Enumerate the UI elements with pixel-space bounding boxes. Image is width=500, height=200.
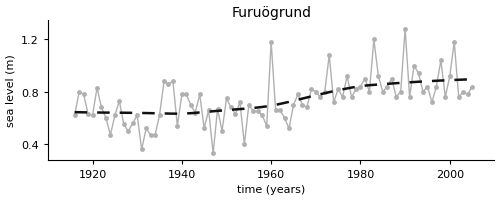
- X-axis label: time (years): time (years): [237, 185, 306, 194]
- Y-axis label: sea level (m): sea level (m): [6, 54, 16, 127]
- Title: Furuögrund: Furuögrund: [231, 6, 311, 19]
